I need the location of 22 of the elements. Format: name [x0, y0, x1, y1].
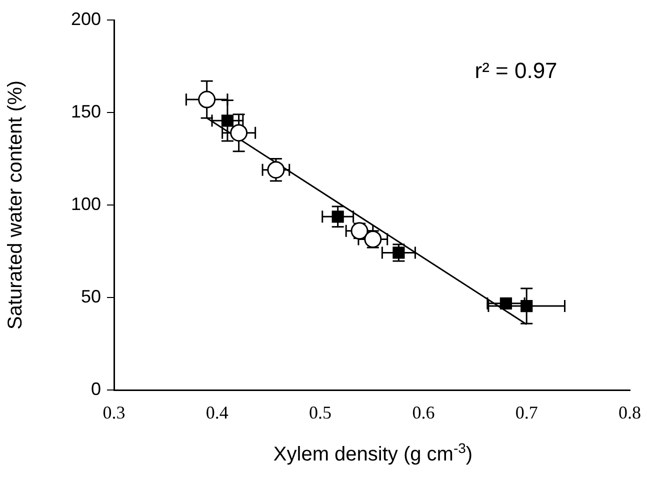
y-tick-label: 150 [70, 101, 101, 122]
x-tick-label: 0.5 [309, 402, 332, 423]
x-axis-title: Xylem density (g cm$^{-3}$) [272, 440, 474, 467]
x-tick-label: 0.7 [515, 402, 538, 423]
point [221, 114, 234, 127]
point [500, 297, 512, 310]
point [230, 124, 248, 142]
y-tick-label: 200 [70, 8, 101, 29]
y-tick-label: 50 [80, 286, 101, 306]
x-tick-label: 0.8 [618, 402, 641, 423]
point [392, 246, 405, 259]
annotation: r² = 0.97 [474, 58, 558, 84]
y-axis-title: Saturated water content (%) [4, 80, 27, 330]
point [267, 161, 285, 179]
y-tick-label: 100 [70, 194, 101, 214]
point [520, 300, 533, 312]
x-tick-label: 0.4 [206, 402, 228, 423]
y-tick-label: 0 [90, 378, 101, 399]
x-tick-label: 0.3 [102, 402, 126, 423]
point [198, 90, 216, 108]
point [332, 210, 344, 223]
x-tick-label: 0.6 [412, 402, 435, 423]
